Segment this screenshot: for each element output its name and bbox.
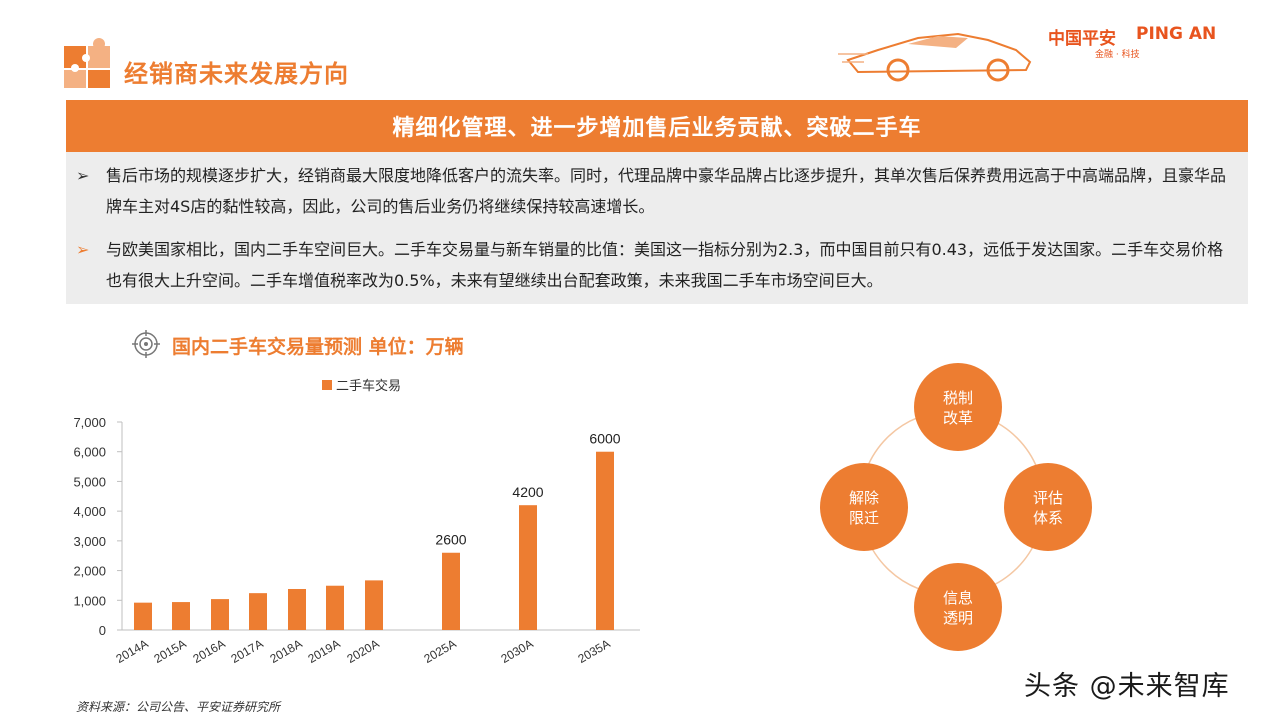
x-tick-label: 2014A [113,636,150,665]
y-tick-label: 1,000 [73,593,106,608]
chart-heading: 国内二手车交易量预测 单位：万辆 [172,336,464,358]
x-tick-label: 2018A [267,636,304,665]
bar [365,580,383,630]
cycle-node-label: 税制 [943,389,973,407]
bar [519,505,537,630]
cycle-node-circle [914,363,1002,451]
y-tick-label: 0 [99,623,106,638]
data-label: 6000 [589,431,620,447]
pingan-logo-en: PING AN [1136,24,1217,44]
cycle-node-circle [914,563,1002,651]
y-tick-label: 6,000 [73,445,106,460]
legend-swatch [322,380,332,390]
page-title: 经销商未来发展方向 [124,60,349,88]
pingan-tagline: 金融 · 科技 [1095,50,1140,60]
cycle-node-label: 限迁 [849,509,879,527]
bar [326,585,344,630]
x-tick-label: 2016A [190,636,227,665]
bar [211,599,229,630]
section-banner: 精细化管理、进一步增加售后业务贡献、突破二手车 [66,100,1248,152]
cycle-node-circle [1004,463,1092,551]
x-tick-label: 2025A [421,636,458,665]
cycle-node-label: 改革 [943,409,973,427]
cycle-node-circle [820,463,908,551]
arrow-bullet-icon: ➢ [76,240,90,259]
cycle-node-label: 透明 [943,609,973,627]
data-label: 4200 [512,484,543,500]
bullet-item: ➢ 与欧美国家相比，国内二手车空间巨大。二手车交易量与新车销量的比值：美国这一指… [76,234,1236,296]
x-tick-label: 2015A [151,636,188,665]
bullet-text: 售后市场的规模逐步扩大，经销商最大限度地降低客户的流失率。同时，代理品牌中豪华品… [106,166,1227,216]
watermark: 头条 @未来智库 [1024,671,1230,702]
target-icon [132,330,160,358]
data-label: 2600 [435,532,466,548]
bar [134,602,152,630]
y-tick-label: 7,000 [73,415,106,430]
bullet-item: ➢ 售后市场的规模逐步扩大，经销商最大限度地降低客户的流失率。同时，代理品牌中豪… [76,160,1236,222]
x-tick-label: 2017A [228,636,265,665]
x-tick-label: 2035A [575,636,612,665]
bar [442,552,460,630]
source-note: 资料来源：公司公告、平安证券研究所 [76,700,281,714]
content-box: ➢ 售后市场的规模逐步扩大，经销商最大限度地降低客户的流失率。同时，代理品牌中豪… [66,152,1248,304]
x-tick-label: 2030A [498,636,535,665]
sports-car-icon [838,32,1032,82]
bar [288,588,306,630]
y-tick-label: 5,000 [73,474,106,489]
bullet-text: 与欧美国家相比，国内二手车空间巨大。二手车交易量与新车销量的比值：美国这一指标分… [106,240,1224,290]
puzzle-logo-icon [64,38,110,88]
cycle-node-label: 解除 [849,489,879,507]
x-tick-label: 2020A [344,636,381,665]
bar [172,602,190,630]
y-tick-label: 3,000 [73,534,106,549]
legend-label: 二手车交易 [336,378,401,394]
y-tick-label: 4,000 [73,504,106,519]
cycle-node-label: 信息 [943,589,973,607]
y-tick-label: 2,000 [73,564,106,579]
bar-chart: 0 1,000 2,000 3,000 4,000 5,000 6,000 7,000 2014… [73,378,640,666]
banner-text: 精细化管理、进一步增加售后业务贡献、突破二手车 [392,116,922,141]
x-tick-label: 2019A [305,636,342,665]
cycle-node-label: 评估 [1033,489,1063,507]
arrow-bullet-icon: ➢ [76,166,90,185]
pingan-logo-cn: 中国平安 [1048,29,1116,49]
cycle-node-label: 体系 [1033,509,1063,527]
bar [596,451,614,630]
bar [249,593,267,630]
